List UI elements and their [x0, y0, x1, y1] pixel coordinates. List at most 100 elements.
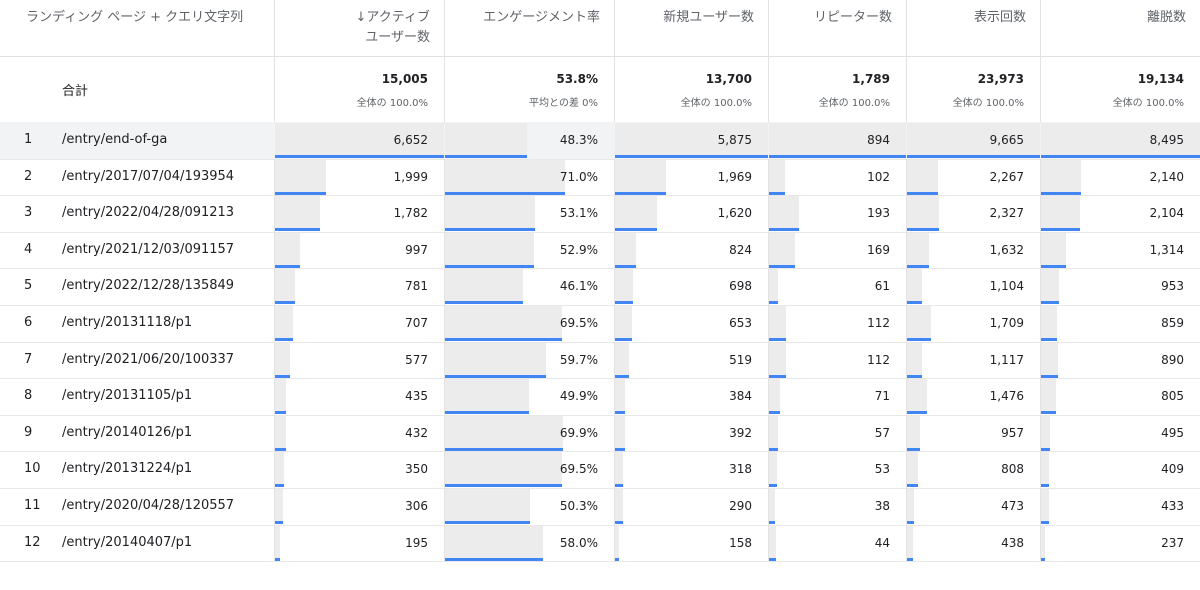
cell-value-new: 5,875 — [717, 133, 752, 147]
row-landing-page[interactable]: /entry/20131118/p1 — [62, 315, 193, 330]
column-header-repeat[interactable]: リピーター数 — [813, 10, 892, 25]
row-landing-page[interactable]: /entry/20131105/p1 — [62, 388, 193, 403]
cell-bar-background — [445, 489, 530, 523]
cell-bar-background — [615, 526, 619, 560]
cell-bar — [615, 301, 633, 304]
cell-bar — [1041, 521, 1049, 524]
cell-bar-background — [1041, 343, 1058, 377]
column-header-new[interactable]: 新規ユーザー数 — [663, 10, 754, 25]
sort-descending-icon[interactable]: ↓ — [355, 10, 367, 25]
cell-bar-background — [907, 343, 922, 377]
row-rank: 3 — [24, 205, 33, 220]
cell-bar — [769, 228, 799, 231]
cell-bar — [907, 558, 913, 561]
cell-value-views: 1,104 — [989, 279, 1024, 293]
row-landing-page[interactable]: /entry/20140407/p1 — [62, 535, 193, 550]
cell-bar — [907, 375, 922, 378]
cell-value-new: 318 — [729, 462, 752, 476]
column-header-bounce[interactable]: 離脱数 — [1146, 10, 1186, 25]
cell-bar-background — [275, 526, 280, 560]
cell-bar — [1041, 558, 1045, 561]
totals-value-new: 13,700 — [705, 72, 752, 86]
cell-value-views: 1,117 — [989, 353, 1024, 367]
cell-bar-background — [907, 233, 929, 267]
cell-bar-background — [907, 526, 913, 560]
row-landing-page[interactable]: /entry/2022/12/28/135849 — [62, 278, 235, 293]
row-landing-page[interactable]: /entry/2020/04/28/120557 — [62, 498, 235, 513]
totals-subtext-bounce: 全体の 100.0% — [1112, 98, 1184, 109]
cell-bar — [275, 484, 284, 487]
row-landing-page[interactable]: /entry/2021/12/03/091157 — [62, 242, 235, 257]
cell-bar — [615, 228, 657, 231]
cell-bar-background — [1041, 123, 1200, 157]
cell-value-new: 1,969 — [717, 170, 752, 184]
column-divider — [768, 0, 769, 561]
row-landing-page[interactable]: /entry/20140126/p1 — [62, 425, 193, 440]
row-landing-page[interactable]: /entry/2022/04/28/091213 — [62, 205, 235, 220]
cell-bar-background — [275, 233, 300, 267]
cell-bar-background — [1041, 233, 1066, 267]
cell-value-new: 519 — [729, 353, 752, 367]
cell-bar-background — [615, 379, 625, 413]
cell-value-views: 1,476 — [989, 389, 1024, 403]
column-header-dimension[interactable]: ランディング ページ + クエリ文字列 — [26, 10, 244, 25]
cell-value-engage: 69.9% — [559, 426, 598, 440]
cell-bar-background — [1041, 379, 1056, 413]
cell-value-engage: 46.1% — [559, 279, 598, 293]
cell-bar-background — [769, 343, 786, 377]
cell-bar — [1041, 228, 1080, 231]
row-divider — [0, 488, 1200, 489]
cell-bar-background — [907, 306, 931, 340]
cell-bar-background — [275, 306, 293, 340]
cell-value-active: 577 — [405, 353, 428, 367]
row-rank: 12 — [24, 535, 41, 550]
totals-label: 合計 — [62, 84, 89, 99]
cell-bar — [445, 301, 523, 304]
cell-bar-background — [275, 343, 290, 377]
cell-value-engage: 71.0% — [559, 170, 598, 184]
cell-bar — [275, 375, 290, 378]
cell-bar-background — [445, 306, 562, 340]
cell-value-repeat: 53 — [874, 462, 890, 476]
cell-value-engage: 50.3% — [559, 499, 598, 513]
cell-value-new: 824 — [729, 243, 752, 257]
cell-bar-background — [769, 452, 777, 486]
cell-value-repeat: 71 — [874, 389, 890, 403]
totals-subtext-active: 全体の 100.0% — [356, 98, 428, 109]
cell-value-repeat: 169 — [867, 243, 890, 257]
cell-bar-background — [769, 416, 778, 450]
cell-bar — [907, 192, 938, 195]
cell-bar-background — [615, 306, 632, 340]
cell-bar-background — [275, 269, 295, 303]
cell-bar-background — [1041, 526, 1045, 560]
cell-value-bounce: 433 — [1161, 499, 1184, 513]
cell-bar-background — [769, 379, 780, 413]
cell-value-bounce: 409 — [1161, 462, 1184, 476]
column-divider — [274, 0, 275, 561]
cell-value-views: 438 — [1001, 536, 1024, 550]
cell-bar — [615, 448, 625, 451]
cell-value-active: 195 — [405, 536, 428, 550]
cell-value-active: 432 — [405, 426, 428, 440]
cell-bar — [615, 375, 629, 378]
cell-value-new: 1,620 — [717, 206, 752, 220]
cell-bar — [275, 411, 286, 414]
row-landing-page[interactable]: /entry/end-of-ga — [62, 132, 168, 147]
cell-bar-background — [769, 306, 786, 340]
row-landing-page[interactable]: /entry/2017/07/04/193954 — [62, 169, 235, 184]
cell-bar-background — [445, 343, 546, 377]
cell-bar-background — [275, 160, 326, 194]
cell-bar — [1041, 155, 1200, 158]
cell-bar-background — [615, 269, 633, 303]
column-header-views[interactable]: 表示回数 — [973, 10, 1026, 25]
cell-value-views: 957 — [1001, 426, 1024, 440]
cell-bar — [615, 338, 632, 341]
column-header-active[interactable]: ↓アクティブ ユーザー数 — [274, 8, 430, 52]
row-landing-page[interactable]: /entry/2021/06/20/100337 — [62, 352, 235, 367]
row-divider — [0, 232, 1200, 233]
column-header-engage[interactable]: エンゲージメント率 — [483, 10, 600, 25]
cell-value-views: 2,327 — [989, 206, 1024, 220]
column-divider — [614, 0, 615, 561]
row-landing-page[interactable]: /entry/20131224/p1 — [62, 461, 193, 476]
cell-bar-background — [445, 160, 565, 194]
